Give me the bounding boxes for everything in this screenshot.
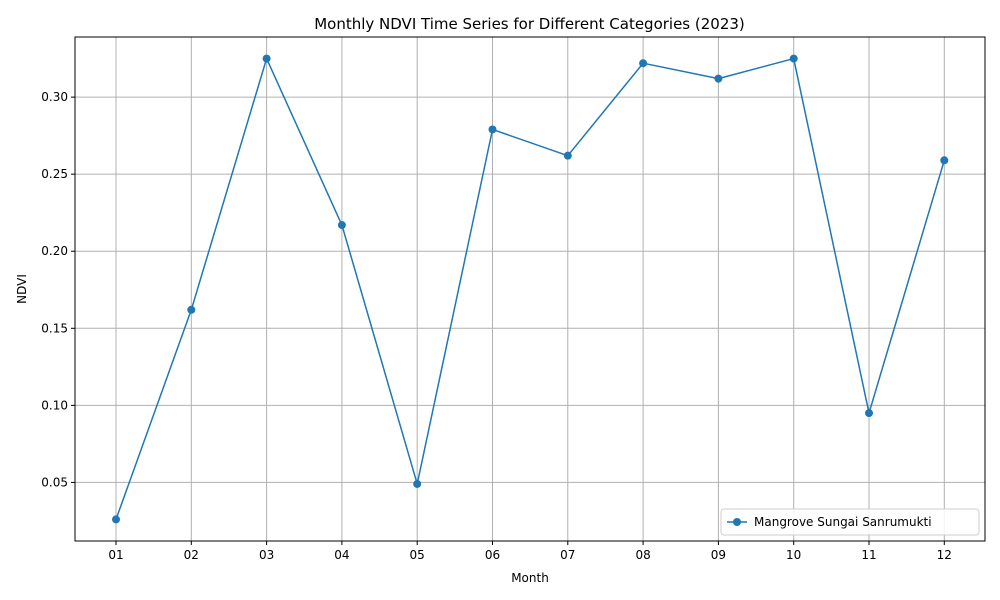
y-axis-ticks: 0.05 0.10 0.15 0.20 0.25 0.30 (41, 90, 75, 489)
x-tick-label: 04 (334, 548, 349, 562)
legend: Mangrove Sungai Sanrumukti (720, 508, 980, 536)
data-point (563, 151, 572, 160)
x-axis-ticks: 01 02 03 04 05 06 07 08 09 10 11 12 (108, 541, 952, 562)
x-tick-label: 12 (937, 548, 952, 562)
grid-lines (75, 37, 985, 541)
series-layer (112, 54, 949, 524)
x-tick-label: 05 (410, 548, 425, 562)
x-axis-label: Month (511, 571, 549, 585)
data-point (187, 305, 196, 314)
data-point (262, 54, 271, 63)
y-tick-label: 0.25 (41, 167, 68, 181)
data-point (413, 479, 422, 488)
chart-title: Monthly NDVI Time Series for Different C… (314, 15, 745, 33)
data-point (940, 156, 949, 165)
x-tick-label: 08 (635, 548, 650, 562)
plot-area-frame (74, 36, 986, 542)
data-point (488, 125, 497, 134)
data-point (714, 74, 723, 83)
y-tick-label: 0.10 (41, 398, 68, 412)
y-axis-label: NDVI (15, 274, 29, 304)
data-point (639, 59, 648, 68)
x-tick-label: 03 (259, 548, 274, 562)
data-point (789, 54, 798, 63)
y-tick-label: 0.05 (41, 475, 68, 489)
data-point (865, 409, 873, 418)
x-tick-label: 10 (786, 548, 801, 562)
y-tick-label: 0.20 (41, 244, 68, 258)
x-tick-label: 07 (560, 548, 575, 562)
x-tick-label: 11 (861, 548, 876, 562)
legend-box (720, 508, 980, 536)
data-point (112, 515, 120, 524)
data-point (337, 221, 346, 230)
series-line (115, 57, 946, 520)
x-tick-label: 09 (711, 548, 726, 562)
legend-marker-swatch (733, 518, 741, 526)
y-tick-label: 0.30 (41, 90, 68, 104)
x-tick-label: 06 (485, 548, 500, 562)
x-tick-label: 01 (108, 548, 123, 562)
y-tick-label: 0.15 (41, 321, 68, 335)
x-tick-label: 02 (184, 548, 199, 562)
legend-label: Mangrove Sungai Sanrumukti (754, 515, 932, 529)
